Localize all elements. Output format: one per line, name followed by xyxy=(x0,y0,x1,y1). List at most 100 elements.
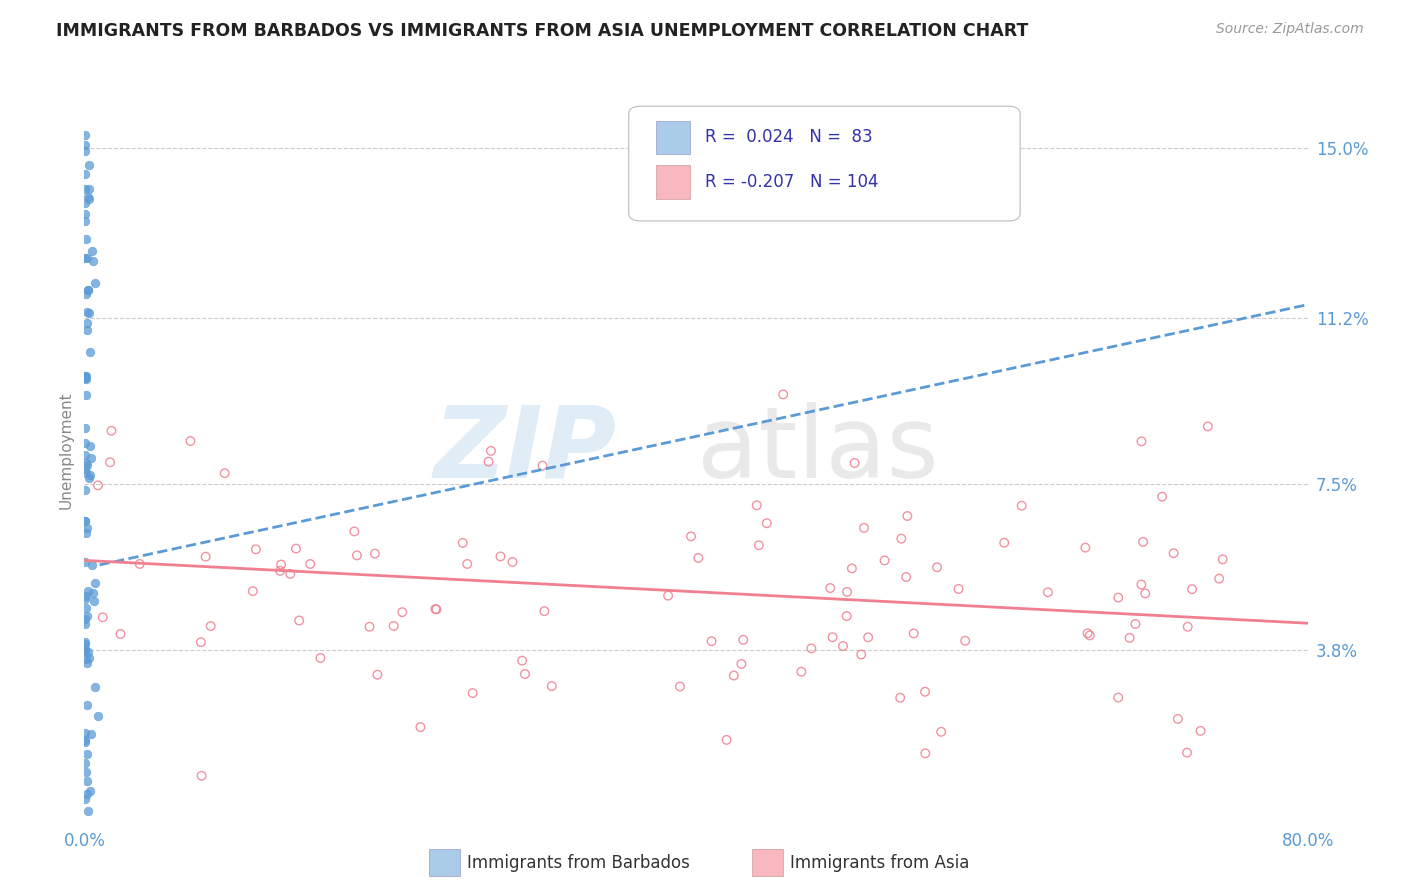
Text: R =  0.024   N =  83: R = 0.024 N = 83 xyxy=(704,128,872,146)
Point xyxy=(391,605,413,619)
Point xyxy=(1189,723,1212,738)
Point xyxy=(841,561,863,575)
Point xyxy=(73,643,96,657)
Point xyxy=(76,323,98,337)
Point xyxy=(214,466,236,480)
Point xyxy=(190,769,212,783)
Point xyxy=(76,305,98,319)
Point xyxy=(73,371,96,385)
Point xyxy=(1011,499,1033,513)
Point xyxy=(1107,690,1129,705)
Point xyxy=(1130,434,1153,449)
Point xyxy=(1152,490,1174,504)
Point xyxy=(1130,577,1153,591)
Point xyxy=(79,726,101,740)
Point xyxy=(889,690,911,705)
Point xyxy=(1181,582,1204,596)
Point xyxy=(1212,552,1234,566)
Point xyxy=(76,698,98,712)
Point xyxy=(343,524,366,539)
Point xyxy=(502,555,524,569)
Point xyxy=(800,641,823,656)
Point xyxy=(76,458,98,472)
Point xyxy=(200,619,222,633)
Point xyxy=(76,747,98,761)
Point xyxy=(1208,572,1230,586)
Point xyxy=(903,626,925,640)
Point xyxy=(76,521,98,535)
Point xyxy=(73,137,96,152)
Point xyxy=(73,251,96,265)
Point xyxy=(832,639,855,653)
Point xyxy=(456,557,478,571)
Point xyxy=(669,680,692,694)
Point xyxy=(299,557,322,571)
Point xyxy=(364,547,387,561)
Point xyxy=(1074,541,1097,555)
Point xyxy=(73,167,96,181)
Point xyxy=(75,612,97,626)
Point xyxy=(82,558,104,572)
Point xyxy=(856,630,879,644)
Point xyxy=(73,144,96,158)
Y-axis label: Unemployment: Unemployment xyxy=(58,392,73,509)
Text: ZIP: ZIP xyxy=(433,402,616,499)
Point xyxy=(409,720,432,734)
Point xyxy=(366,667,388,681)
Point xyxy=(1132,535,1154,549)
Point xyxy=(772,387,794,401)
Text: atlas: atlas xyxy=(697,402,939,499)
Point xyxy=(733,632,755,647)
Point xyxy=(73,635,96,649)
Point xyxy=(479,443,502,458)
Point xyxy=(73,726,96,740)
Point xyxy=(73,514,96,528)
Point xyxy=(540,679,562,693)
Point xyxy=(75,591,97,606)
Point xyxy=(1135,586,1157,600)
Point xyxy=(79,783,101,797)
Point xyxy=(748,538,770,552)
Point xyxy=(76,609,98,624)
Text: Source: ZipAtlas.com: Source: ZipAtlas.com xyxy=(1216,22,1364,37)
Point xyxy=(730,657,752,671)
Point xyxy=(948,582,970,596)
Point xyxy=(1167,712,1189,726)
Point xyxy=(1177,620,1199,634)
Point xyxy=(75,525,97,540)
Point xyxy=(75,232,97,246)
Point xyxy=(75,734,97,748)
Point xyxy=(890,532,912,546)
Point xyxy=(510,654,533,668)
Point xyxy=(745,499,768,513)
Point xyxy=(84,575,107,590)
Point xyxy=(914,747,936,761)
Point xyxy=(894,570,917,584)
Point xyxy=(700,634,723,648)
Point xyxy=(242,584,264,599)
Point xyxy=(73,616,96,631)
Point xyxy=(1125,616,1147,631)
Point xyxy=(835,585,858,599)
Point xyxy=(77,306,100,320)
FancyBboxPatch shape xyxy=(655,121,690,154)
Point xyxy=(79,439,101,453)
Point xyxy=(278,566,301,581)
Point xyxy=(75,651,97,665)
Point xyxy=(73,128,96,142)
Point xyxy=(75,436,97,450)
Point xyxy=(75,369,97,384)
Point xyxy=(73,207,96,221)
Point xyxy=(79,344,101,359)
Point xyxy=(513,667,536,681)
Point xyxy=(79,181,101,195)
Point xyxy=(73,196,96,211)
Point xyxy=(75,388,97,402)
Point xyxy=(873,553,896,567)
Point xyxy=(1107,591,1129,605)
Point xyxy=(73,791,96,805)
Point xyxy=(1118,631,1140,645)
Point xyxy=(73,182,96,196)
Point xyxy=(425,602,447,616)
Point xyxy=(79,193,101,207)
